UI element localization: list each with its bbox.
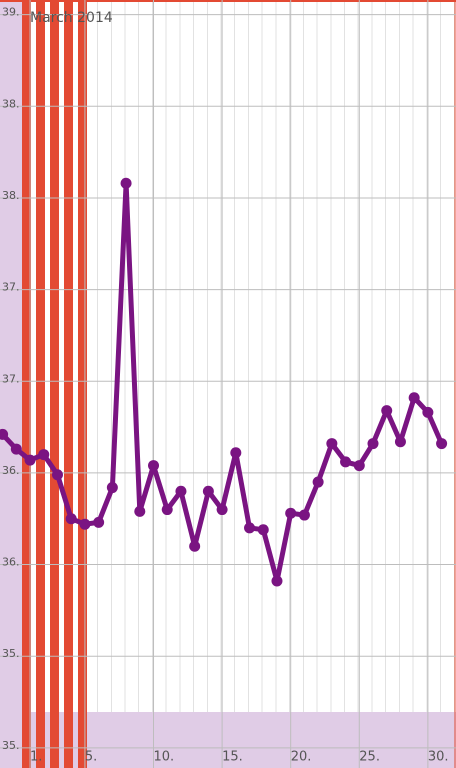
left-band: [0, 0, 22, 768]
point: [216, 504, 228, 516]
point: [38, 449, 50, 461]
point: [134, 505, 146, 517]
x-tick-label: 15.: [222, 750, 243, 765]
point: [436, 438, 448, 450]
bottom-band: [0, 712, 456, 768]
point: [298, 509, 310, 521]
point: [408, 392, 420, 404]
chart-title: March 2014: [30, 10, 113, 26]
point: [367, 438, 379, 450]
point: [0, 428, 9, 440]
point: [230, 447, 242, 459]
point: [312, 476, 324, 488]
y-tick-label: 36.: [2, 464, 20, 477]
point: [175, 485, 187, 497]
point: [326, 438, 338, 450]
y-tick-label: 38.: [2, 97, 20, 110]
point: [202, 485, 214, 497]
y-tick-label: 39.: [2, 6, 20, 19]
y-tick-label: 38.: [2, 189, 20, 202]
point: [353, 460, 365, 472]
y-tick-label: 37.: [2, 372, 20, 385]
point: [106, 482, 118, 494]
point: [10, 443, 22, 455]
x-tick-label: 25.: [359, 750, 380, 765]
point: [51, 469, 63, 481]
point: [340, 456, 352, 468]
point: [381, 405, 393, 417]
point: [285, 507, 297, 519]
point: [120, 177, 132, 189]
y-tick-label: 36.: [2, 556, 20, 569]
point: [24, 454, 36, 466]
point: [79, 518, 91, 530]
period-bars: [22, 0, 87, 768]
point: [93, 516, 105, 528]
point: [422, 406, 434, 418]
point: [161, 504, 173, 516]
point: [244, 522, 256, 534]
point: [65, 513, 77, 525]
x-tick-label: 5.: [85, 750, 97, 765]
point: [189, 540, 201, 552]
y-tick-label: 35.: [2, 739, 20, 752]
point: [148, 460, 160, 472]
point: [394, 436, 406, 448]
x-tick-label: 30.: [428, 750, 449, 765]
x-tick-label: 1.: [30, 750, 42, 765]
point: [271, 575, 283, 587]
point: [257, 524, 269, 536]
y-tick-label: 35.: [2, 647, 20, 660]
x-tick-label: 20.: [291, 750, 312, 765]
plot: 35. 35. 36. 36. 37. 37. 38. 38. 39. 1. 5. 10. 15. 20.…: [0, 6, 449, 765]
y-tick-label: 37.: [2, 281, 20, 294]
x-tick-label: 10.: [154, 750, 175, 765]
